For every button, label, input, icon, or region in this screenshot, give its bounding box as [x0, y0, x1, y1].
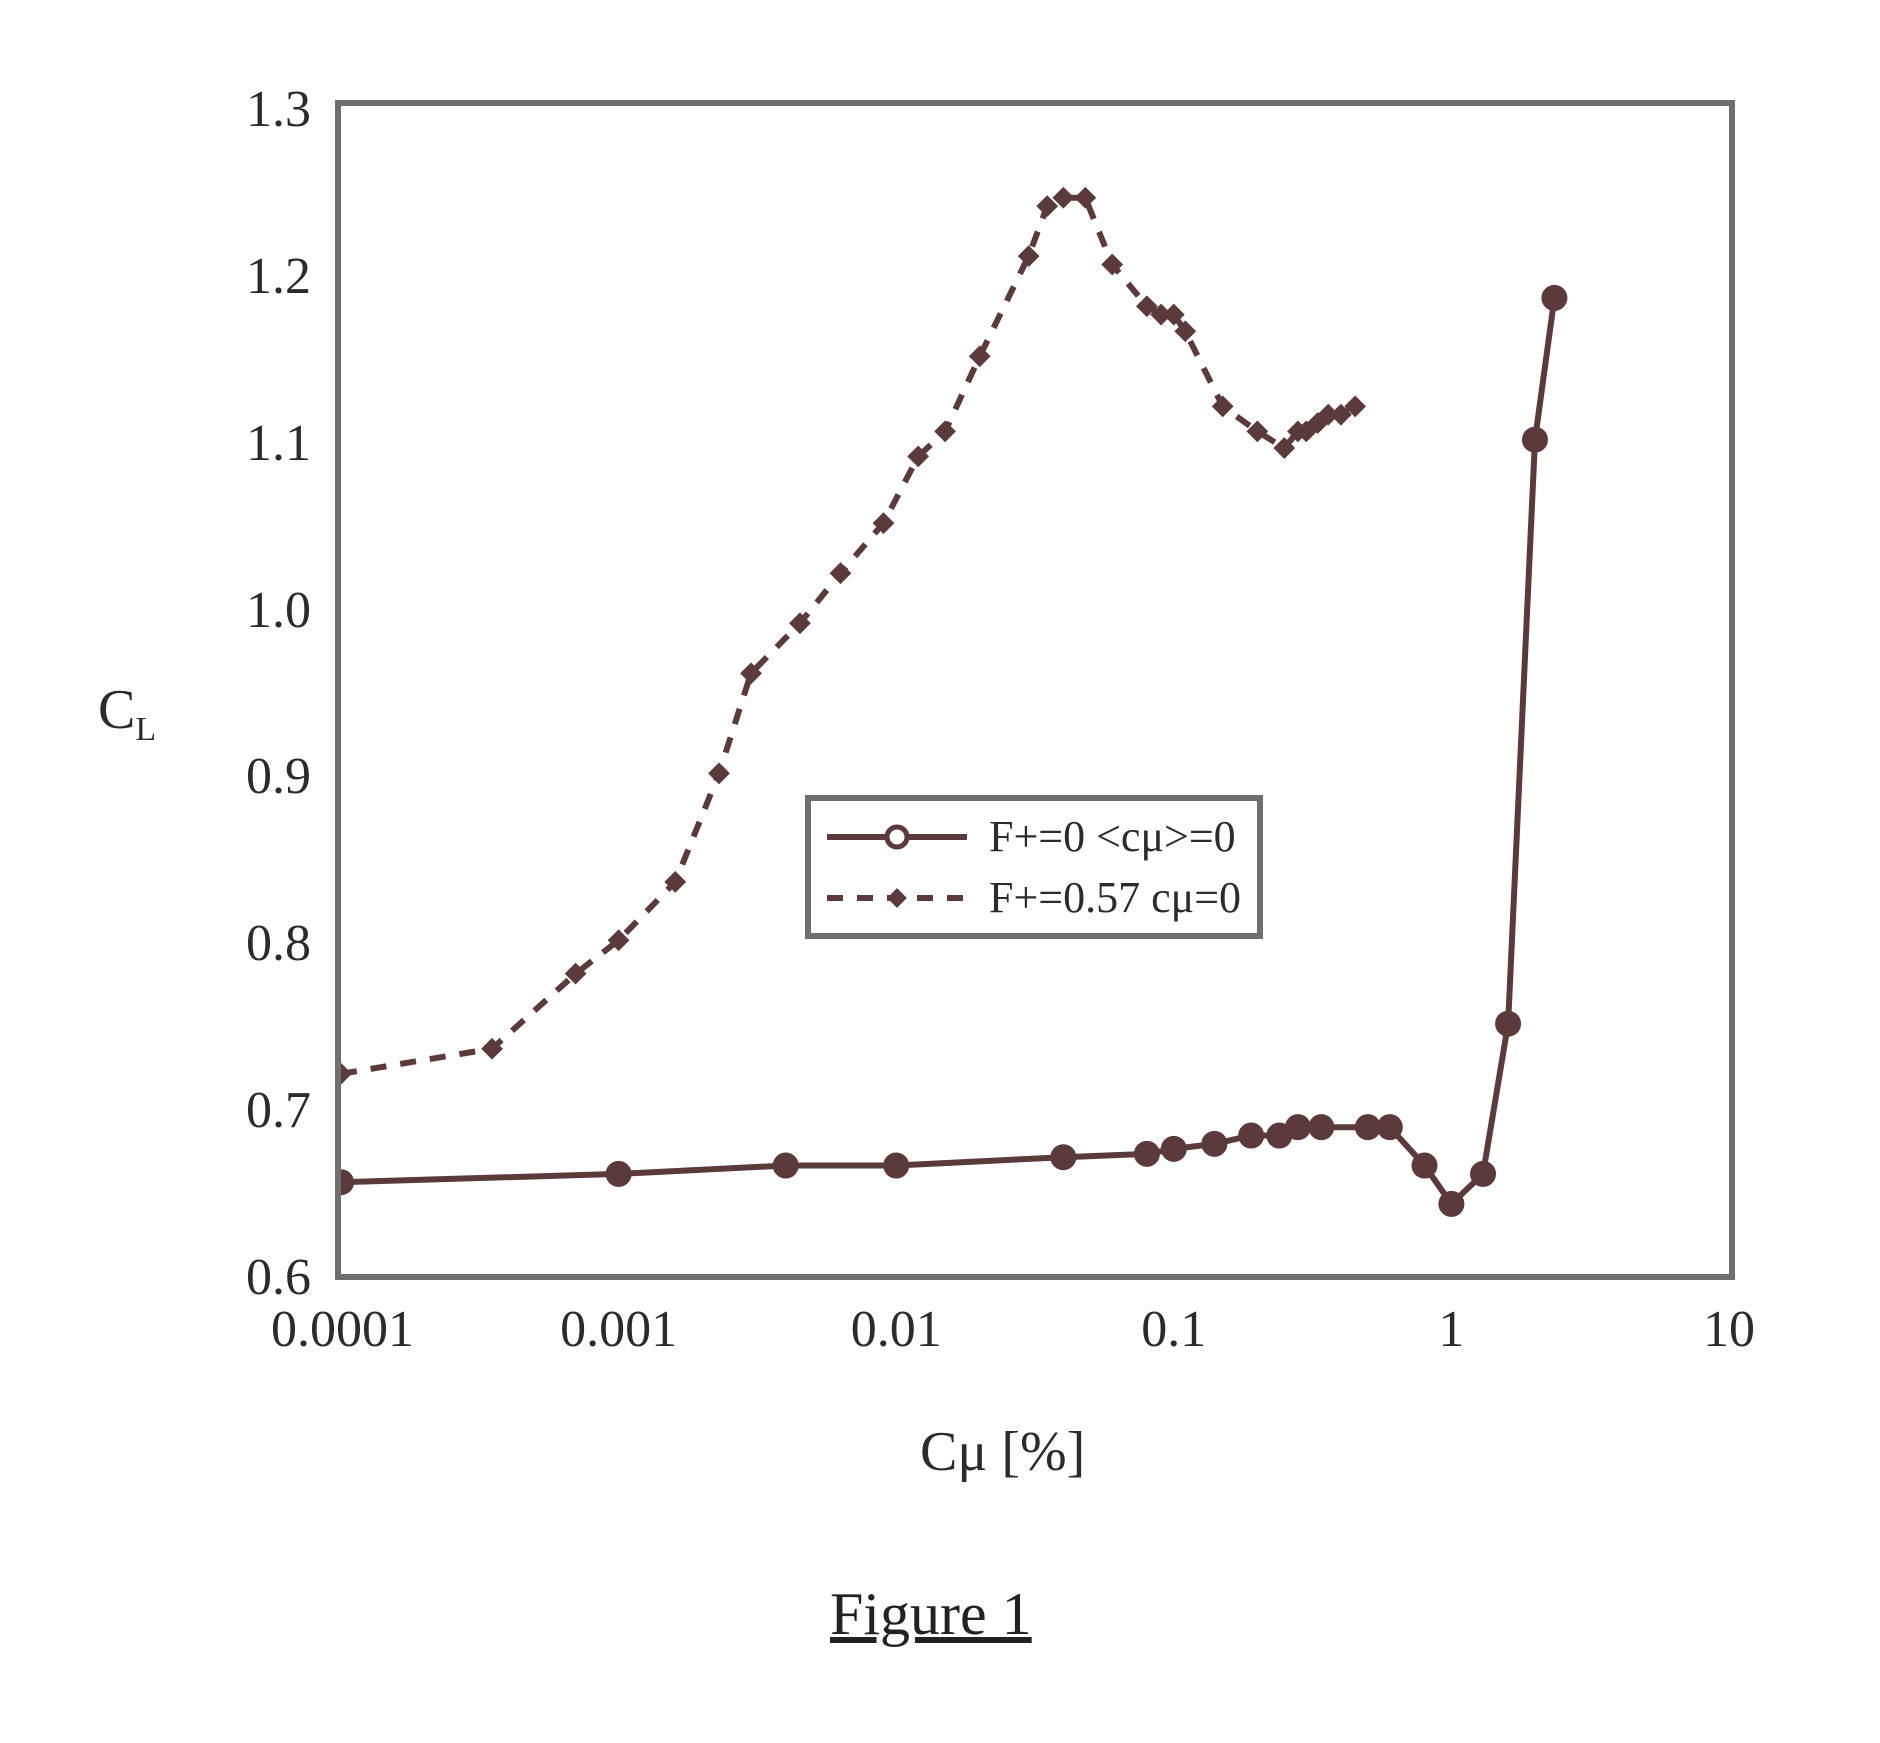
series-s2-marker: [1212, 395, 1234, 417]
series-s2-marker: [830, 562, 852, 584]
plot-frame: [335, 100, 1735, 1280]
y-tick: 1.1: [246, 414, 311, 473]
y-tick: 0.7: [246, 1081, 311, 1140]
x-axis-label: Cμ [%]: [920, 1420, 1085, 1484]
series-s2-marker: [341, 1063, 352, 1085]
legend-swatch-dash: [827, 878, 967, 918]
series-s1-marker: [885, 1155, 907, 1177]
series-s1-marker: [1287, 1116, 1309, 1138]
series-s1-marker: [1472, 1163, 1494, 1185]
series-s1-marker: [1497, 1013, 1519, 1035]
x-tick: 0.01: [826, 1300, 966, 1359]
series-s1-marker: [1413, 1155, 1435, 1177]
figure-caption: Figure 1: [830, 1580, 1032, 1649]
y-tick: 1.0: [246, 581, 311, 640]
page-container: { "figure": { "type": "line", "caption":…: [0, 0, 1880, 1743]
legend-swatch-solid: [827, 817, 967, 857]
legend-text-1: F+=0 <cμ>=0: [989, 811, 1236, 862]
series-s2-marker: [969, 345, 991, 367]
series-s1-marker: [1524, 429, 1546, 451]
series-s1-marker: [775, 1155, 797, 1177]
series-s1-marker: [1203, 1133, 1225, 1155]
x-tick: 0.1: [1104, 1300, 1244, 1359]
series-s1-marker: [1240, 1125, 1262, 1147]
series-s2-marker: [1018, 245, 1040, 267]
series-s1-marker: [1136, 1143, 1158, 1165]
legend-box: F+=0 <cμ>=0 F+=0.57 cμ=0: [805, 795, 1263, 939]
series-s1-marker: [1357, 1116, 1379, 1138]
series-s1-marker: [1310, 1116, 1332, 1138]
series-s2-marker: [1074, 187, 1096, 209]
series-s1-marker: [341, 1171, 352, 1193]
x-tick: 0.001: [549, 1300, 689, 1359]
y-tick: 1.2: [246, 247, 311, 306]
series-s1-marker: [1052, 1146, 1074, 1168]
series-s1-marker: [1440, 1193, 1462, 1215]
series-s1-marker: [608, 1163, 630, 1185]
y-tick: 0.6: [246, 1248, 311, 1307]
series-s2-marker: [708, 763, 730, 785]
x-tick: 1: [1381, 1300, 1521, 1359]
series-s2-line: [341, 198, 1355, 1074]
series-s1-marker: [1543, 287, 1565, 309]
legend-text-2: F+=0.57 cμ=0: [989, 872, 1241, 923]
plot-svg: [341, 106, 1729, 1274]
x-axis-label-text: Cμ [%]: [920, 1421, 1085, 1483]
x-tick: 10: [1659, 1300, 1799, 1359]
y-axis-label: CL: [98, 678, 156, 749]
series-s1-marker: [1379, 1116, 1401, 1138]
legend-row-1: F+=0 <cμ>=0: [827, 811, 1241, 862]
y-axis-label-text: CL: [98, 679, 156, 741]
y-tick: 1.3: [246, 80, 311, 139]
y-tick: 0.9: [246, 747, 311, 806]
series-s1-marker: [1163, 1138, 1185, 1160]
x-tick: 0.0001: [271, 1300, 411, 1359]
legend-row-2: F+=0.57 cμ=0: [827, 872, 1241, 923]
y-tick: 0.8: [246, 914, 311, 973]
series-s2-marker: [934, 420, 956, 442]
